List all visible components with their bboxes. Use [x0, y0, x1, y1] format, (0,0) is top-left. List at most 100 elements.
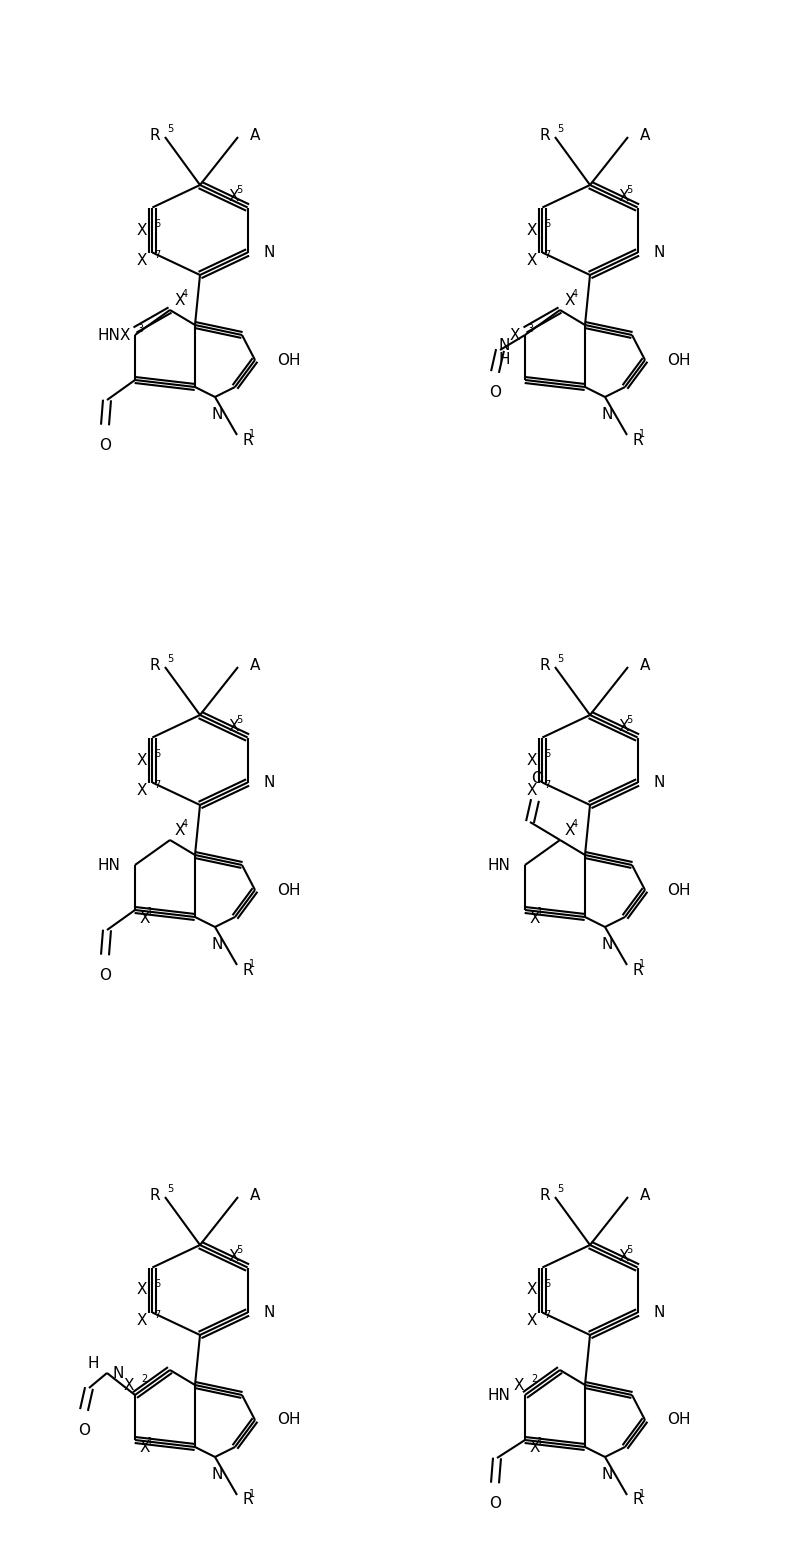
Text: 3: 3: [137, 324, 143, 334]
Text: X: X: [527, 753, 537, 767]
Text: 6: 6: [544, 748, 551, 759]
Text: X: X: [137, 223, 148, 237]
Text: HN: HN: [97, 857, 120, 873]
Text: N: N: [211, 1467, 223, 1483]
Text: X: X: [618, 189, 630, 204]
Text: O: O: [489, 1497, 501, 1511]
Text: R: R: [149, 1188, 160, 1202]
Text: X: X: [137, 253, 148, 268]
Text: HN: HN: [487, 1388, 510, 1403]
Text: R: R: [242, 432, 253, 447]
Text: N: N: [211, 407, 223, 422]
Text: 6: 6: [544, 218, 551, 229]
Text: X: X: [527, 783, 537, 798]
Text: O: O: [78, 1423, 90, 1437]
Text: N: N: [263, 245, 275, 260]
Text: A: A: [250, 128, 260, 142]
Text: X: X: [137, 1283, 148, 1297]
Text: 1: 1: [249, 959, 255, 970]
Text: 6: 6: [154, 218, 160, 229]
Text: N: N: [654, 775, 665, 790]
Text: 5: 5: [167, 653, 173, 664]
Text: 5: 5: [557, 1183, 563, 1194]
Text: R: R: [149, 658, 160, 672]
Text: N: N: [654, 245, 665, 260]
Text: A: A: [250, 1188, 260, 1202]
Text: X: X: [527, 1313, 537, 1328]
Text: 1: 1: [249, 1489, 255, 1500]
Text: 4: 4: [182, 288, 188, 299]
Text: 5: 5: [236, 1246, 242, 1255]
Text: 6: 6: [154, 1278, 160, 1289]
Text: X: X: [514, 1378, 524, 1394]
Text: X: X: [565, 823, 575, 837]
Text: 7: 7: [544, 780, 551, 789]
Text: 6: 6: [544, 1278, 551, 1289]
Text: 1: 1: [537, 907, 543, 917]
Text: 1: 1: [249, 429, 255, 440]
Text: R: R: [242, 962, 253, 977]
Text: OH: OH: [277, 1412, 301, 1428]
Text: HN: HN: [487, 857, 510, 873]
Text: O: O: [489, 385, 501, 401]
Text: X: X: [120, 327, 130, 343]
Text: 5: 5: [236, 186, 242, 195]
Text: N: N: [602, 407, 613, 422]
Text: 1: 1: [537, 1437, 543, 1447]
Text: X: X: [618, 1249, 630, 1264]
Text: A: A: [640, 128, 650, 142]
Text: R: R: [632, 962, 642, 977]
Text: 7: 7: [154, 249, 160, 259]
Text: 2: 2: [531, 1375, 538, 1384]
Text: R: R: [539, 658, 550, 672]
Text: 1: 1: [147, 907, 153, 917]
Text: 7: 7: [544, 1310, 551, 1319]
Text: 5: 5: [626, 716, 632, 725]
Text: N: N: [112, 1366, 124, 1381]
Text: X: X: [137, 1313, 148, 1328]
Text: X: X: [137, 783, 148, 798]
Text: 6: 6: [154, 748, 160, 759]
Text: X: X: [229, 1249, 239, 1264]
Text: 5: 5: [626, 1246, 632, 1255]
Text: 1: 1: [639, 1489, 645, 1500]
Text: H: H: [88, 1355, 99, 1370]
Text: 7: 7: [154, 1310, 160, 1319]
Text: 5: 5: [557, 125, 563, 134]
Text: 5: 5: [236, 716, 242, 725]
Text: R: R: [242, 1492, 253, 1508]
Text: N: N: [654, 1305, 665, 1320]
Text: 5: 5: [626, 186, 632, 195]
Text: X: X: [530, 910, 540, 926]
Text: 5: 5: [167, 1183, 173, 1194]
Text: A: A: [250, 658, 260, 672]
Text: 1: 1: [147, 1437, 153, 1447]
Text: OH: OH: [277, 882, 301, 898]
Text: N: N: [499, 337, 510, 352]
Text: HN: HN: [97, 327, 120, 343]
Text: X: X: [140, 910, 151, 926]
Text: X: X: [124, 1378, 135, 1394]
Text: OH: OH: [277, 352, 301, 368]
Text: 4: 4: [572, 288, 578, 299]
Text: 1: 1: [639, 429, 645, 440]
Text: OH: OH: [667, 352, 690, 368]
Text: X: X: [618, 719, 630, 734]
Text: X: X: [527, 253, 537, 268]
Text: O: O: [99, 438, 111, 454]
Text: X: X: [565, 293, 575, 307]
Text: A: A: [640, 658, 650, 672]
Text: OH: OH: [667, 1412, 690, 1428]
Text: X: X: [530, 1441, 540, 1456]
Text: X: X: [527, 1283, 537, 1297]
Text: 2: 2: [141, 1375, 148, 1384]
Text: X: X: [175, 823, 185, 837]
Text: 5: 5: [557, 653, 563, 664]
Text: R: R: [632, 1492, 642, 1508]
Text: 4: 4: [182, 818, 188, 829]
Text: X: X: [137, 753, 148, 767]
Text: X: X: [175, 293, 185, 307]
Text: 7: 7: [544, 249, 551, 259]
Text: X: X: [527, 223, 537, 237]
Text: 1: 1: [639, 959, 645, 970]
